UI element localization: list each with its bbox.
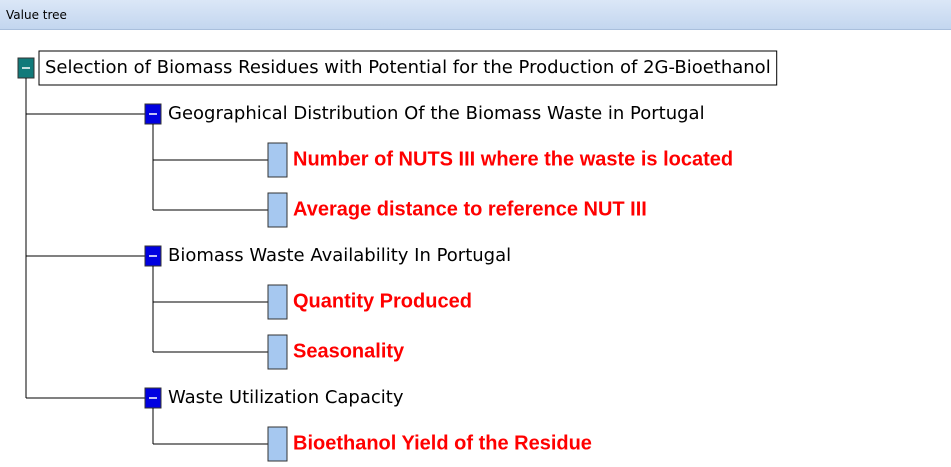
leaf-node[interactable] bbox=[267, 426, 288, 462]
panel-header: Value tree bbox=[0, 0, 951, 30]
subcriterion-label: Quantity Produced bbox=[293, 290, 472, 312]
root-node-frame bbox=[38, 50, 778, 86]
subcriterion-label: Bioethanol Yield of the Residue bbox=[293, 432, 592, 454]
leaf-node[interactable] bbox=[267, 142, 288, 178]
criterion-label: Geographical Distribution Of the Biomass… bbox=[168, 103, 705, 124]
subcriterion-label: Average distance to reference NUT III bbox=[293, 198, 647, 220]
criterion-label: Waste Utilization Capacity bbox=[168, 387, 404, 408]
leaf-node[interactable] bbox=[267, 284, 288, 320]
root-node-label: Selection of Biomass Residues with Poten… bbox=[45, 57, 771, 78]
leaf-node[interactable] bbox=[267, 334, 288, 370]
subcriterion-label: Number of NUTS III where the waste is lo… bbox=[293, 148, 733, 170]
leaf-node[interactable] bbox=[267, 192, 288, 228]
criterion-label: Biomass Waste Availability In Portugal bbox=[168, 245, 511, 266]
subcriterion-label: Seasonality bbox=[293, 340, 405, 362]
